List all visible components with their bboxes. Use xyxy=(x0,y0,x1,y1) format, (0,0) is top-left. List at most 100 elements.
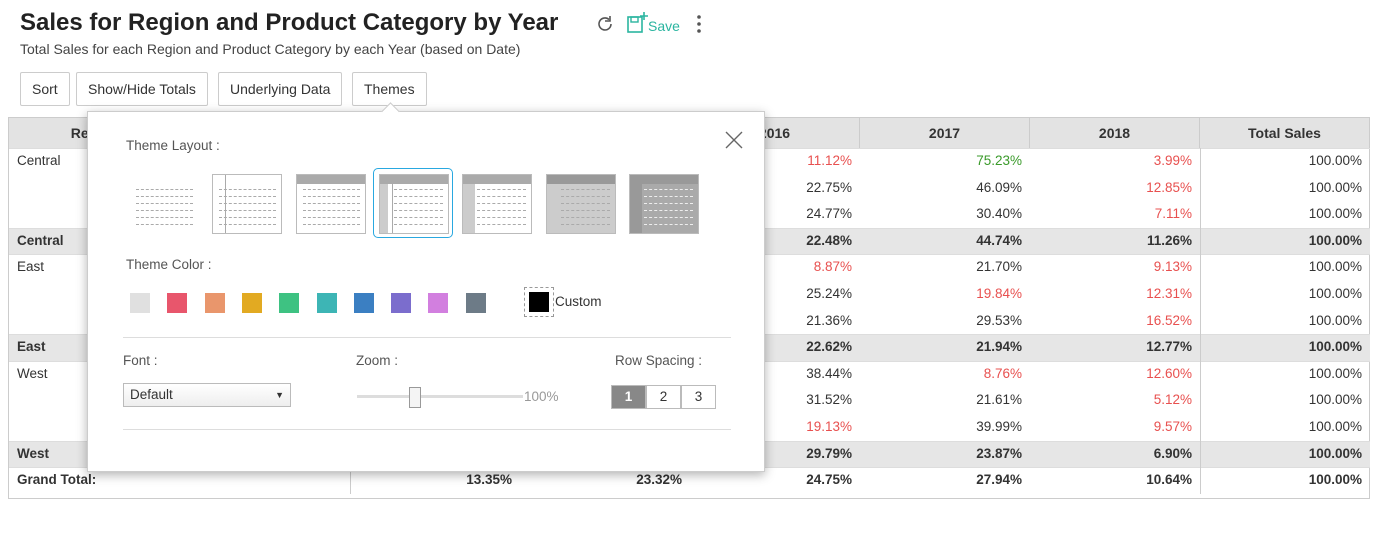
font-label: Font : xyxy=(123,353,158,368)
select-arrow: ▼ xyxy=(275,390,284,400)
thumb-header xyxy=(630,175,698,184)
color-swatch[interactable] xyxy=(167,293,188,313)
layout-thumbnail[interactable] xyxy=(546,174,616,234)
value-cell: 100.00% xyxy=(1200,387,1370,414)
thumb-line xyxy=(394,210,443,211)
zoom-label: Zoom : xyxy=(356,353,399,368)
color-swatch[interactable] xyxy=(204,293,225,313)
row-label: Central xyxy=(17,153,61,168)
theme-panel: Theme Layout : Theme Color : Custom Font… xyxy=(87,102,765,472)
thumb-line xyxy=(136,203,193,204)
zoom-track xyxy=(357,395,523,398)
layout-selected-ring[interactable] xyxy=(373,168,453,238)
value-cell: 10.64% xyxy=(1146,472,1192,488)
thumb-line xyxy=(394,189,443,190)
value-cell: 9.57% xyxy=(1153,419,1192,434)
layout-thumbnail[interactable] xyxy=(212,174,282,234)
color-swatch[interactable] xyxy=(465,293,486,313)
value-cell: 25.24% xyxy=(806,286,852,301)
row-label: East xyxy=(17,339,46,355)
row-spacing-option[interactable]: 1 xyxy=(611,385,646,409)
thumb-line xyxy=(219,203,276,204)
value-cell: 12.60% xyxy=(1146,365,1192,381)
value-cell: 5.12% xyxy=(1153,392,1192,408)
thumb-line xyxy=(477,217,526,218)
thumb-line xyxy=(561,217,610,218)
layout-thumbnail[interactable] xyxy=(296,174,366,234)
layout-thumbnail[interactable] xyxy=(462,174,532,234)
thumb-line xyxy=(644,224,693,225)
value-cell: 38.44% xyxy=(806,365,852,381)
value-cell: 21.61% xyxy=(976,392,1022,408)
color-swatch[interactable] xyxy=(130,293,150,313)
color-swatch[interactable] xyxy=(353,293,374,313)
value-cell: 8.76% xyxy=(983,365,1022,381)
value-cell: 23.87% xyxy=(976,445,1022,461)
value-cell: 22.75% xyxy=(806,179,852,195)
row-spacing-label: Row Spacing : xyxy=(615,353,703,368)
value-cell: 21.94% xyxy=(976,339,1022,355)
divider xyxy=(123,337,731,338)
value-cell: 19.84% xyxy=(976,286,1022,301)
thumb-line xyxy=(644,196,693,197)
font-value: Default xyxy=(130,387,173,402)
value-cell: 100.00% xyxy=(1200,254,1370,281)
title: Sales for Region and Product Category by… xyxy=(20,9,559,36)
zoom-value: 100% xyxy=(524,389,559,404)
underlying-data-button[interactable]: Underlying Data xyxy=(218,72,343,106)
thumb-header xyxy=(297,175,365,184)
color-swatch[interactable] xyxy=(428,293,449,313)
layout-label: Theme Layout : xyxy=(126,138,220,153)
save-icon[interactable] xyxy=(626,11,648,35)
thumb-line xyxy=(561,196,610,197)
value-cell: 24.75% xyxy=(806,472,852,488)
value-cell: 100.00% xyxy=(1200,148,1370,175)
refresh-icon[interactable] xyxy=(594,13,616,35)
thumb-line xyxy=(477,210,526,211)
color-swatch[interactable] xyxy=(391,293,412,313)
thumb-line xyxy=(394,196,443,197)
thumb-line xyxy=(561,189,610,190)
sort-button[interactable]: Sort xyxy=(20,72,70,106)
value-cell: 21.36% xyxy=(806,312,852,328)
thumb-line xyxy=(219,196,276,197)
value-cell: 24.77% xyxy=(806,206,852,222)
layout-thumbnail[interactable] xyxy=(129,174,199,234)
custom-swatch[interactable] xyxy=(524,287,554,317)
thumb-line xyxy=(219,189,276,190)
themes-button[interactable]: Themes xyxy=(352,72,427,106)
color-swatch[interactable] xyxy=(241,293,262,313)
more-icon[interactable] xyxy=(694,14,704,36)
thumb-line xyxy=(136,224,193,225)
row-spacing-option[interactable]: 2 xyxy=(646,385,681,409)
thumb-line xyxy=(303,210,360,211)
value-cell: 29.53% xyxy=(976,312,1022,328)
thumb-line xyxy=(561,210,610,211)
totals-button[interactable]: Show/Hide Totals xyxy=(76,72,208,106)
font-select[interactable]: Default ▼ xyxy=(123,383,291,407)
thumb-line xyxy=(136,210,193,211)
color-label: Theme Color : xyxy=(126,257,212,272)
value-cell: 100.00% xyxy=(1200,467,1370,494)
thumb-line xyxy=(644,210,693,211)
thumb-line xyxy=(394,203,443,204)
row-label: East xyxy=(17,259,45,275)
close-button[interactable] xyxy=(724,130,744,150)
thumb-line xyxy=(394,224,443,225)
value-cell: 100.00% xyxy=(1200,334,1370,361)
color-swatch[interactable] xyxy=(316,293,337,313)
value-cell: 100.00% xyxy=(1200,414,1370,441)
value-cell: 100.00% xyxy=(1200,307,1370,335)
column-header: Total Sales xyxy=(1200,118,1370,148)
save-button[interactable]: Save xyxy=(648,18,680,34)
layout-thumbnail[interactable] xyxy=(379,174,449,234)
zoom-thumb[interactable] xyxy=(409,387,421,408)
row-spacing-option[interactable]: 3 xyxy=(681,385,716,409)
thumb-vline xyxy=(225,175,226,233)
thumb-line xyxy=(136,217,193,218)
layout-thumbnail[interactable] xyxy=(629,174,699,234)
color-swatch[interactable] xyxy=(279,293,300,313)
value-cell: 6.90% xyxy=(1153,445,1192,461)
column-header: 2018 xyxy=(1030,118,1200,148)
value-cell: 100.00% xyxy=(1200,201,1370,228)
